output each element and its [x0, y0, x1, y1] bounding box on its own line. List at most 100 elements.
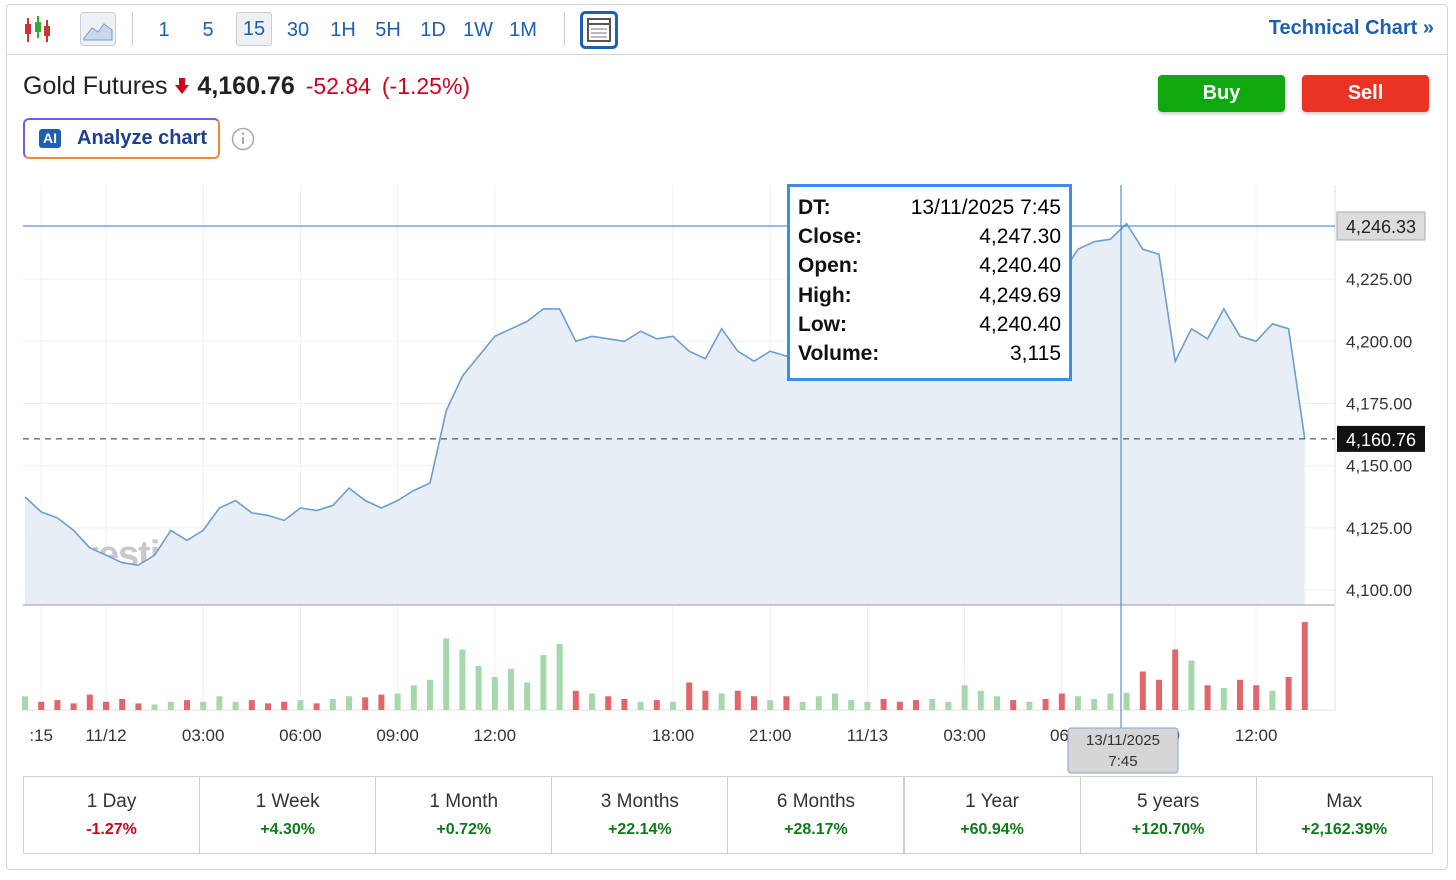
x-tick-label: 18:00 — [652, 726, 695, 745]
y-tick-label: 4,150.00 — [1346, 457, 1412, 476]
volume-bar — [1253, 685, 1260, 710]
volume-bar — [864, 701, 871, 710]
sell-button[interactable]: Sell — [1302, 75, 1429, 112]
volume-bar — [1010, 700, 1017, 710]
interval-button[interactable]: 5H — [375, 19, 401, 41]
volume-bar — [54, 700, 61, 710]
volume-bar — [410, 685, 417, 710]
volume-bar — [216, 696, 223, 710]
info-icon[interactable] — [231, 127, 255, 151]
interval-button[interactable]: 30 — [286, 19, 310, 41]
volume-bar — [767, 700, 774, 710]
performance-cell[interactable]: 1 Week +4.30% — [199, 776, 377, 854]
interval-button[interactable]: 1W — [463, 19, 493, 41]
period-label: 6 Months — [776, 791, 856, 812]
period-label: 1 Year — [965, 791, 1019, 812]
price-change: -52.84 — [305, 73, 371, 99]
volume-bar — [1172, 649, 1179, 710]
volume-bar — [427, 679, 433, 710]
volume-bar — [1301, 622, 1308, 710]
volume-bar — [119, 699, 126, 710]
volume-bar — [281, 701, 288, 710]
y-tick-label: 4,225.00 — [1346, 270, 1412, 289]
volume-bar — [86, 694, 93, 710]
interval-button[interactable]: 1H — [330, 19, 356, 41]
interval-button[interactable]: 5 — [202, 19, 214, 41]
x-tick-label: 09:00 — [376, 726, 419, 745]
candlestick-icon[interactable] — [22, 14, 52, 46]
volume-bar — [589, 693, 595, 710]
volume-bar — [491, 677, 498, 710]
period-change: +120.70% — [1131, 821, 1205, 838]
volume-bar — [702, 690, 709, 710]
volume-bar — [362, 697, 369, 710]
tooltip-label: Close: — [798, 225, 863, 249]
volume-bar — [896, 701, 903, 710]
y-tick-label: 4,175.00 — [1346, 394, 1412, 413]
crosshair-label: 4,246.33 — [1346, 217, 1416, 237]
area-icon[interactable] — [80, 12, 116, 46]
crosshair-date: 13/11/2025 — [1086, 732, 1160, 749]
volume-bar — [443, 638, 450, 710]
volume-bar — [945, 701, 952, 710]
x-tick-label: 06:00 — [279, 726, 322, 745]
volume-bar — [200, 701, 207, 710]
volume-bar — [1075, 696, 1081, 710]
volume-bar — [913, 700, 919, 710]
performance-cell[interactable]: 1 Year +60.94% — [903, 776, 1081, 854]
ai-badge: AI — [39, 129, 61, 148]
x-tick-label: :15 — [29, 726, 53, 745]
x-tick-label: 12:00 — [1235, 726, 1278, 745]
volume-bar — [783, 696, 790, 710]
volume-bar — [1220, 688, 1227, 710]
technical-chart-link[interactable]: Technical Chart » — [1268, 17, 1434, 39]
volume-bar — [686, 682, 693, 710]
volume-bar — [572, 690, 579, 710]
price-change-pct: (-1.25%) — [381, 73, 471, 99]
layout-icon[interactable] — [580, 11, 618, 49]
tooltip-label: High: — [798, 283, 852, 307]
analyze-button[interactable]: AI Analyze chart — [23, 118, 220, 159]
volume-bar — [508, 668, 514, 710]
volume-bar — [1188, 660, 1195, 710]
tooltip-value: 4,240.40 — [979, 254, 1061, 278]
y-tick-label: 4,125.00 — [1346, 519, 1412, 538]
buy-button[interactable]: Buy — [1158, 75, 1285, 112]
volume-bar — [653, 700, 660, 710]
performance-cell[interactable]: 6 Months +28.17% — [727, 776, 905, 854]
performance-cell[interactable]: 3 Months +22.14% — [551, 776, 729, 854]
performance-cell[interactable]: Max +2,162.39% — [1255, 776, 1433, 854]
volume-bar — [70, 703, 77, 710]
volume-bar — [605, 696, 612, 710]
divider — [564, 12, 565, 46]
volume-bar — [718, 693, 725, 710]
volume-bar — [1123, 692, 1130, 710]
tooltip-value: 13/11/2025 7:45 — [910, 196, 1061, 219]
volume-bar — [961, 685, 968, 710]
volume-bar — [1237, 679, 1243, 710]
interval-button[interactable]: 1D — [420, 19, 446, 41]
interval-button[interactable]: 1 — [158, 19, 170, 41]
volume-bar — [313, 703, 320, 710]
x-tick-label: 03:00 — [182, 726, 225, 745]
last-price-badge — [1337, 425, 1425, 452]
y-tick-label: 4,100.00 — [1346, 581, 1412, 600]
volume-bar — [637, 701, 644, 710]
volume-bar — [929, 699, 936, 710]
interval-button[interactable]: 15 — [236, 12, 272, 46]
tooltip-row: Low: 4,240.40 — [798, 313, 1061, 342]
crosshair-time: 7:45 — [1108, 753, 1137, 770]
tooltip-label: Open: — [798, 254, 859, 278]
interval-button[interactable]: 1M — [509, 19, 537, 41]
period-change: +2,162.39% — [1301, 821, 1388, 838]
volume-bar — [1285, 677, 1292, 710]
performance-cell[interactable]: 1 Month +0.72% — [375, 776, 553, 854]
performance-cell[interactable]: 5 years +120.70% — [1079, 776, 1257, 854]
volume-bar — [540, 655, 547, 710]
performance-cell[interactable]: 1 Day -1.27% — [23, 776, 201, 854]
y-tick-label: 4,200.00 — [1346, 332, 1412, 351]
volume-bar — [524, 682, 531, 710]
volume-bar — [848, 700, 855, 710]
volume-bar — [232, 701, 239, 710]
